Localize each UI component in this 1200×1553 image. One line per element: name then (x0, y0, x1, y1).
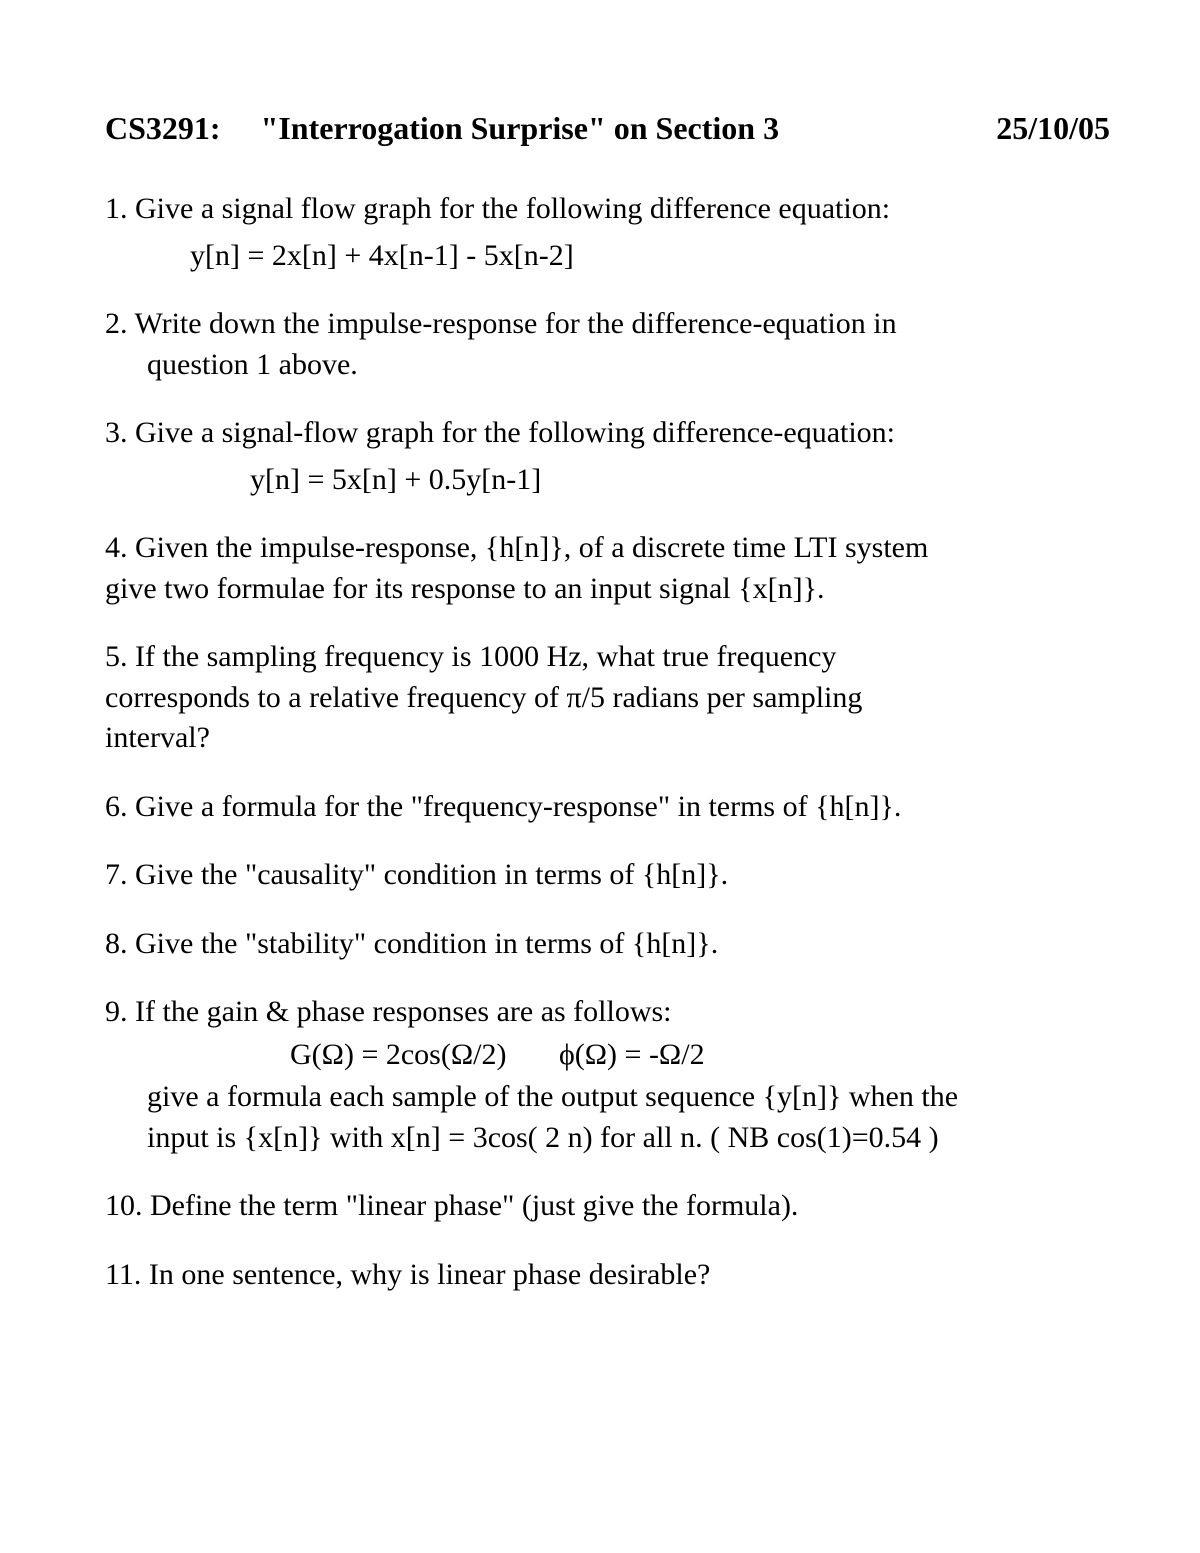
question-1-text: 1. Give a signal flow graph for the foll… (105, 189, 1110, 230)
question-4: 4. Given the impulse-response, {h[n]}, o… (105, 528, 1110, 609)
question-9-line3: input is {x[n]} with x[n] = 3cos( 2 n) f… (105, 1118, 1110, 1159)
question-3-equation: y[n] = 5x[n] + 0.5y[n-1] (105, 460, 1110, 501)
question-9: 9. If the gain & phase responses are as … (105, 992, 1110, 1158)
question-8: 8. Give the "stability" condition in ter… (105, 924, 1110, 965)
course-code: CS3291: "Interrogation Surprise" on Sect… (105, 110, 779, 147)
question-9-line1: 9. If the gain & phase responses are as … (105, 992, 1110, 1033)
document-date: 25/10/05 (996, 110, 1110, 147)
question-2-line2: question 1 above. (105, 345, 1110, 386)
question-11: 11. In one sentence, why is linear phase… (105, 1255, 1110, 1296)
question-9-formula: G(Ω) = 2cos(Ω/2) ϕ(Ω) = -Ω/2 (105, 1035, 1110, 1076)
question-10: 10. Define the term "linear phase" (just… (105, 1186, 1110, 1227)
question-3: 3. Give a signal-flow graph for the foll… (105, 413, 1110, 500)
question-4-line2: give two formulae for its response to an… (105, 569, 1110, 610)
question-2-line1: 2. Write down the impulse-response for t… (105, 304, 1110, 345)
question-5-line3: interval? (105, 718, 1110, 759)
question-1-equation: y[n] = 2x[n] + 4x[n-1] - 5x[n-2] (105, 236, 1110, 277)
question-1: 1. Give a signal flow graph for the foll… (105, 189, 1110, 276)
document-header: CS3291: "Interrogation Surprise" on Sect… (105, 110, 1110, 147)
question-5-line2: corresponds to a relative frequency of π… (105, 678, 1110, 719)
question-3-text: 3. Give a signal-flow graph for the foll… (105, 413, 1110, 454)
question-7: 7. Give the "causality" condition in ter… (105, 855, 1110, 896)
question-5: 5. If the sampling frequency is 1000 Hz,… (105, 637, 1110, 759)
question-8-text: 8. Give the "stability" condition in ter… (105, 924, 1110, 965)
document-page: CS3291: "Interrogation Surprise" on Sect… (0, 0, 1200, 1403)
question-6-text: 6. Give a formula for the "frequency-res… (105, 787, 1110, 828)
question-4-line1: 4. Given the impulse-response, {h[n]}, o… (105, 528, 1110, 569)
question-10-text: 10. Define the term "linear phase" (just… (105, 1186, 1110, 1227)
question-5-line1: 5. If the sampling frequency is 1000 Hz,… (105, 637, 1110, 678)
question-11-text: 11. In one sentence, why is linear phase… (105, 1255, 1110, 1296)
question-6: 6. Give a formula for the "frequency-res… (105, 787, 1110, 828)
question-2: 2. Write down the impulse-response for t… (105, 304, 1110, 385)
question-9-line2: give a formula each sample of the output… (105, 1077, 1110, 1118)
question-7-text: 7. Give the "causality" condition in ter… (105, 855, 1110, 896)
